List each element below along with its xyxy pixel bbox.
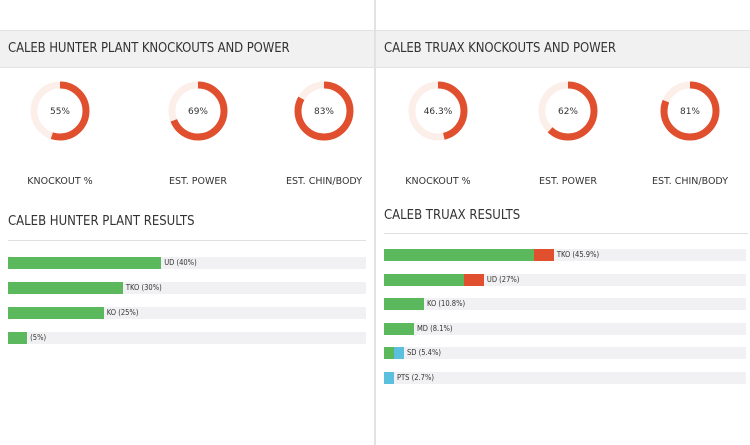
right-result-row: PTS (2.7%) [384,371,746,384]
right-result-bar-win [384,322,414,335]
left-power-header: CALEB HUNTER PLANT KNOCKOUTS AND POWER [0,30,374,68]
right-gauge-knockout-label: KNOCKOUT % [405,176,471,187]
left-power-title: CALEB HUNTER PLANT KNOCKOUTS AND POWER [8,41,290,56]
left-gauge-power-value: 69% [188,107,208,117]
left-gauge-power: 69% EST. POWER [148,80,248,190]
right-result-row: SD (5.4%) [384,347,746,359]
right-gauge-power-ring: 62% [538,81,598,141]
right-result-label: TKO (45.9%) [556,250,600,259]
right-gauge-chin-label: EST. CHIN/BODY [651,176,729,187]
right-result-bar-split [393,347,404,359]
right-power-title: CALEB TRUAX KNOCKOUTS AND POWER [384,41,616,56]
left-result-bar-win [8,257,162,269]
right-result-bar-win [384,298,424,310]
right-result-label: SD (5.4%) [406,348,441,357]
left-gauge-chin-label: EST. CHIN/BODY [285,176,363,187]
left-result-bar-win [8,332,28,344]
right-gauge-knockout-value: 46.3% [424,107,453,117]
right-gauge-chin-ring: 81% [660,81,720,141]
left-result-bar-win [8,282,123,294]
left-result-row: TKO (30%) [8,282,366,294]
left-gauge-knockout-value: 55% [50,107,70,117]
left-gauge-power-ring: 69% [168,81,228,141]
right-result-label: PTS (2.7%) [396,372,435,382]
left-gauge-chin-value: 83% [314,107,334,117]
right-gauge-knockout-ring: 46.3% [408,81,468,141]
right-results-title: CALEB TRUAX RESULTS [384,208,521,223]
right-gauge-knockout: 46.3% KNOCKOUT % [388,80,488,190]
left-results-title: CALEB HUNTER PLANT RESULTS [8,214,195,229]
right-result-row: UD (27%) [384,273,746,286]
left-result-label: UD (40%) [164,258,197,267]
left-fighter-panel: CALEB HUNTER PLANT KNOCKOUTS AND POWER 5… [0,0,374,445]
right-result-row: MD (8.1%) [384,322,746,335]
panel-divider [374,0,376,445]
right-result-bar-win [384,273,464,286]
right-gauge-power-value: 62% [558,107,578,117]
left-gauge-knockout: 55% KNOCKOUT % [10,80,110,190]
right-results-divider [384,233,748,234]
right-result-label: UD (27%) [486,274,520,284]
right-result-bar-loss [533,249,554,261]
left-gauge-chin-ring: 83% [294,81,354,141]
right-result-label: MD (8.1%) [416,323,453,333]
left-result-label: KO (25%) [106,308,139,317]
right-result-bar-split [384,371,394,384]
right-result-bar-win [384,249,534,261]
left-gauge-chin: 83% EST. CHIN/BODY [274,80,374,190]
right-gauge-power: 62% EST. POWER [518,80,618,190]
left-gauge-knockout-ring: 55% [30,81,90,141]
left-result-label: (5%) [30,333,47,342]
right-result-row: TKO (45.9%) [384,249,746,261]
left-result-row: UD (40%) [8,257,366,269]
right-result-row: KO (10.8%) [384,298,746,310]
left-result-row: KO (25%) [8,307,366,319]
left-result-label: TKO (30%) [125,283,162,292]
right-result-bar-loss [463,273,484,286]
right-gauge-chin-value: 81% [680,107,700,117]
left-gauge-knockout-label: KNOCKOUT % [27,176,93,187]
left-result-bar-win [8,307,104,319]
right-fighter-panel: CALEB TRUAX KNOCKOUTS AND POWER 46.3% KN… [376,0,750,445]
right-power-header: CALEB TRUAX KNOCKOUTS AND POWER [376,30,750,68]
left-results-divider [8,240,366,241]
right-gauge-power-label: EST. POWER [539,176,597,187]
left-result-row: (5%) [8,332,366,344]
right-result-bar-win [384,347,394,359]
right-gauge-chin: 81% EST. CHIN/BODY [640,80,740,190]
left-gauge-power-label: EST. POWER [169,176,227,187]
right-result-label: KO (10.8%) [426,299,466,308]
